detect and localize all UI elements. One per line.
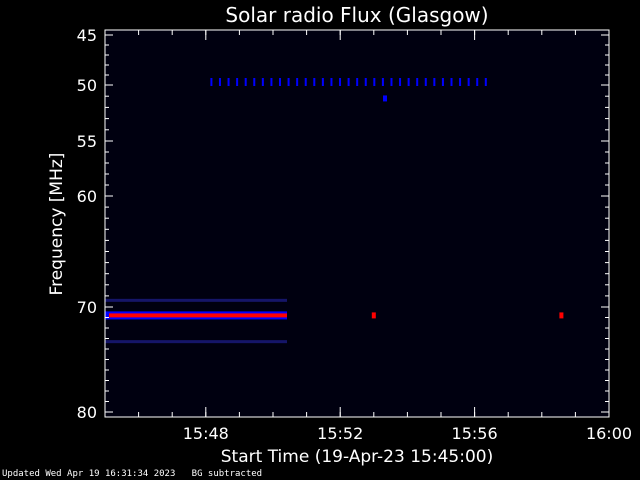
- band-50-dash: [279, 78, 281, 86]
- y-tick-label: 45: [77, 26, 97, 45]
- band-50-dash: [416, 78, 419, 86]
- band-50-dash: [236, 78, 239, 86]
- faint-73: [105, 340, 287, 344]
- x-tick-label: 16:00: [586, 424, 632, 443]
- footer-bg-note: BG subtracted: [191, 469, 263, 479]
- band-50-dash: [467, 78, 470, 86]
- band-50-dash: [433, 78, 436, 86]
- band-70: [109, 313, 287, 318]
- y-tick-label: 60: [77, 187, 97, 206]
- band-50-dash: [364, 78, 367, 86]
- y-tick-label: 55: [77, 132, 97, 151]
- x-tick-label: 15:52: [317, 424, 363, 443]
- band-50-dash: [244, 78, 247, 86]
- y-tick-label: 50: [77, 76, 97, 95]
- y-axis: 45 50 55 60 70 80: [77, 26, 609, 422]
- band-50-dash: [356, 78, 359, 86]
- band-50-dash: [441, 78, 444, 86]
- footer-updated: Updated Wed Apr 19 16:31:34 2023: [2, 469, 176, 479]
- band-50-dash: [339, 78, 342, 86]
- blip-70-b: [559, 312, 564, 319]
- x-tick-label: 15:56: [452, 424, 498, 443]
- band-50-dash: [347, 78, 350, 86]
- y-axis-label: Frequency [MHz]: [47, 153, 67, 296]
- y-tick-label: 80: [77, 403, 97, 422]
- band-50-dash: [399, 78, 402, 86]
- x-tick-label: 15:48: [183, 424, 229, 443]
- plot-background: [105, 30, 609, 417]
- band-50-dash: [287, 78, 290, 86]
- band-50-dash: [330, 78, 333, 86]
- band-50-dash: [373, 78, 376, 86]
- band-50-dash: [321, 78, 324, 86]
- spectrogram-features: [105, 78, 564, 344]
- plot-frame: [104, 29, 610, 418]
- band-50-dash: [253, 78, 256, 86]
- band-50-dash: [459, 78, 462, 86]
- blip-70-a: [371, 312, 376, 319]
- band-50-dash: [381, 78, 384, 86]
- chart-title: Solar radio Flux (Glasgow): [225, 3, 488, 27]
- band-50-dash: [218, 78, 221, 86]
- band-50-dash: [484, 78, 487, 86]
- footer: Updated Wed Apr 19 16:31:34 2023 BG subt…: [2, 469, 262, 479]
- band-50-dash: [227, 78, 230, 86]
- y-tick-label: 70: [77, 298, 97, 317]
- band-50-dash: [261, 78, 264, 86]
- x-axis: 15:48 15:52 15:56 16:00: [138, 30, 632, 443]
- band-50-dash: [407, 78, 410, 86]
- band-50-dash: [424, 78, 427, 86]
- dot-51: [383, 95, 387, 102]
- band-50-dash: [450, 78, 453, 86]
- band-50-dash: [210, 78, 213, 86]
- faint-69: [105, 298, 287, 302]
- band-50-dash: [390, 78, 393, 86]
- band-50-dash: [476, 78, 479, 86]
- band-50-dash: [313, 78, 316, 86]
- band-50-dash: [296, 78, 299, 86]
- band-50-dash: [270, 78, 273, 86]
- x-axis-label: Start Time (19-Apr-23 15:45:00): [221, 447, 493, 467]
- band-50-dash: [304, 78, 307, 86]
